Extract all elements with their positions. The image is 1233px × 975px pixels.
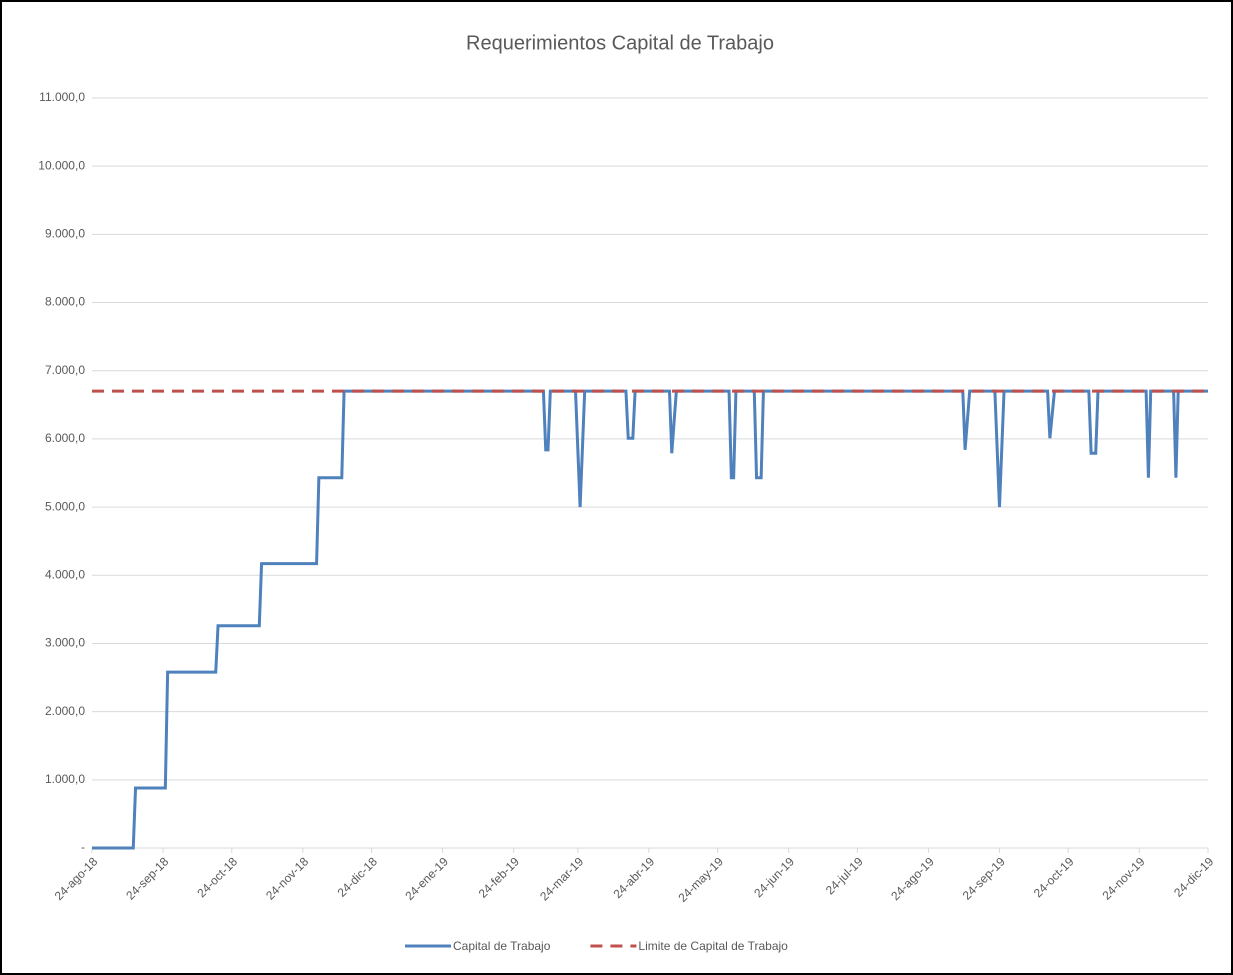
y-tick-label: 1.000,0 — [45, 772, 85, 786]
y-tick-label: 4.000,0 — [45, 567, 85, 581]
y-tick-label: 2.000,0 — [45, 704, 85, 718]
y-tick-label: - — [81, 840, 85, 854]
series-line — [92, 389, 1208, 850]
y-tick-label: 6.000,0 — [45, 431, 85, 445]
y-tick-label: 8.000,0 — [45, 295, 85, 309]
y-tick-label: 5.000,0 — [45, 499, 85, 513]
legend-label: Capital de Trabajo — [453, 939, 551, 953]
legend-label: Limite de Capital de Trabajo — [638, 939, 788, 953]
y-tick-label: 11.000,0 — [39, 90, 85, 104]
y-tick-label: 7.000,0 — [45, 363, 85, 377]
y-tick-label: 10.000,0 — [38, 158, 85, 172]
y-tick-label: 3.000,0 — [45, 636, 85, 650]
chart-title: Requerimientos Capital de Trabajo — [466, 32, 774, 54]
y-tick-label: 9.000,0 — [45, 227, 85, 241]
